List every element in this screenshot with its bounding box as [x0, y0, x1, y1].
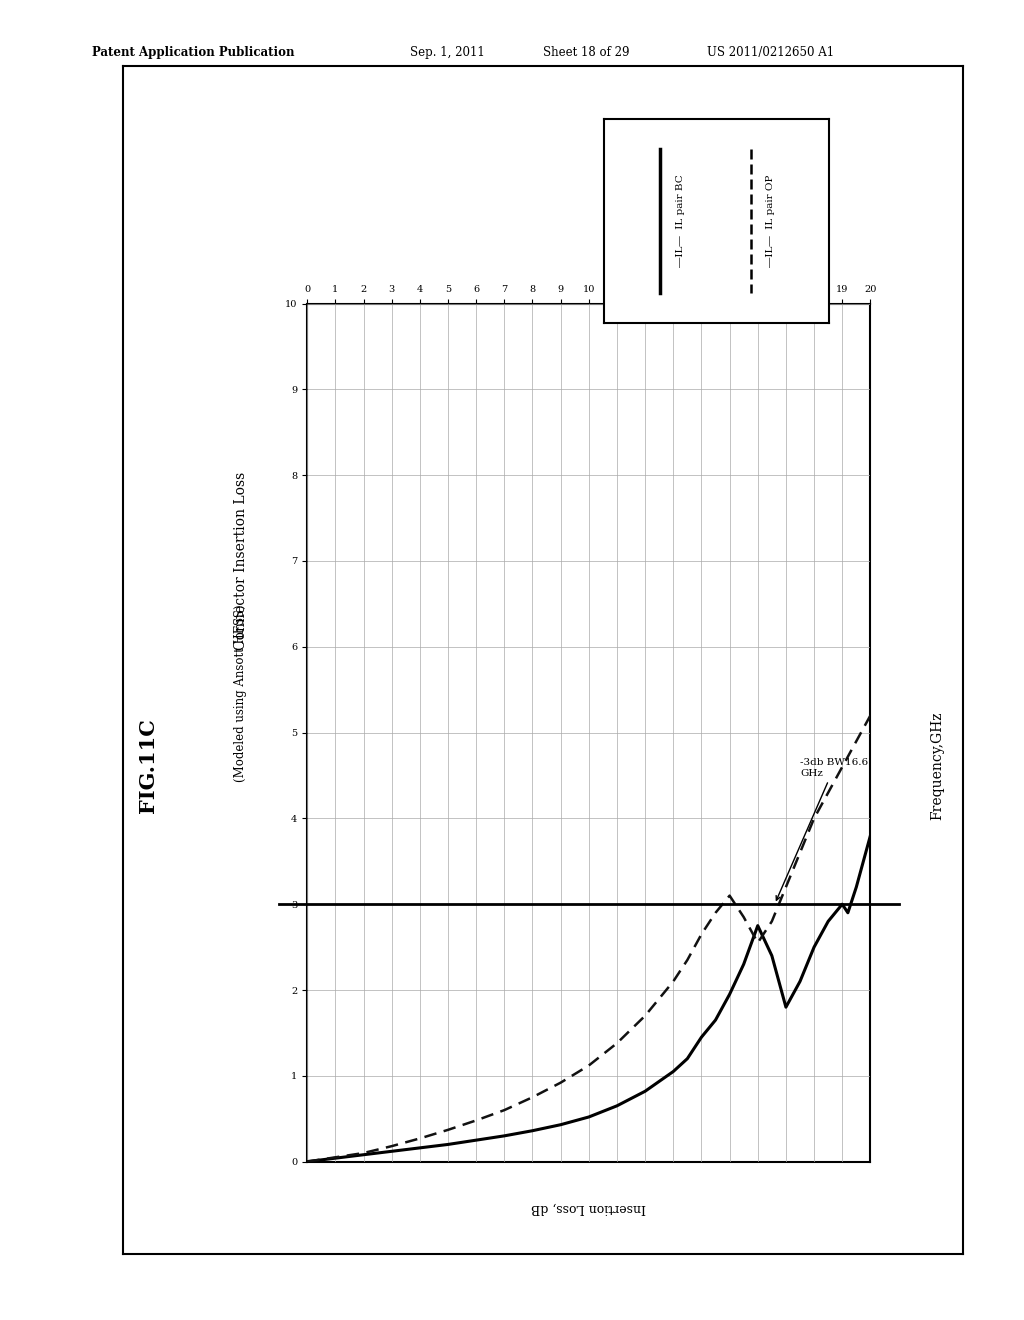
- Text: US 2011/0212650 A1: US 2011/0212650 A1: [707, 46, 834, 59]
- Text: (Modeled using Ansott HFSS): (Modeled using Ansott HFSS): [234, 605, 247, 781]
- Text: ―IL―  IL pair OP: ―IL― IL pair OP: [766, 176, 775, 267]
- Text: FIG.11C: FIG.11C: [138, 718, 159, 813]
- Text: -3db BW16.6
GHz: -3db BW16.6 GHz: [776, 758, 868, 900]
- Text: Insertion Loss, dB: Insertion Loss, dB: [531, 1201, 646, 1214]
- Text: ―IL―  IL pair BC: ―IL― IL pair BC: [676, 174, 685, 268]
- Text: Frequency,GHz: Frequency,GHz: [930, 711, 944, 820]
- Text: Connector Insertion Loss: Connector Insertion Loss: [233, 471, 248, 651]
- Text: Patent Application Publication: Patent Application Publication: [92, 46, 295, 59]
- Text: Sep. 1, 2011: Sep. 1, 2011: [410, 46, 484, 59]
- Text: Sheet 18 of 29: Sheet 18 of 29: [543, 46, 629, 59]
